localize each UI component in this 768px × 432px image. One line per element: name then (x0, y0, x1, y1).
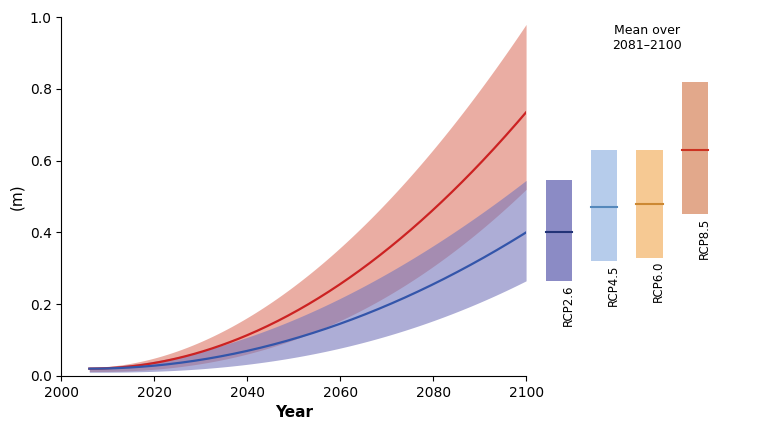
Text: RCP6.0: RCP6.0 (652, 261, 665, 302)
Text: RCP4.5: RCP4.5 (607, 265, 620, 306)
Text: RCP8.5: RCP8.5 (697, 218, 710, 259)
Text: Mean over
2081–2100: Mean over 2081–2100 (612, 25, 682, 52)
Bar (637, 150, 663, 257)
Text: RCP2.6: RCP2.6 (561, 284, 574, 326)
Y-axis label: (m): (m) (9, 183, 24, 210)
X-axis label: Year: Year (275, 405, 313, 420)
Bar (682, 82, 708, 215)
Bar (591, 150, 617, 261)
Bar (546, 181, 572, 281)
